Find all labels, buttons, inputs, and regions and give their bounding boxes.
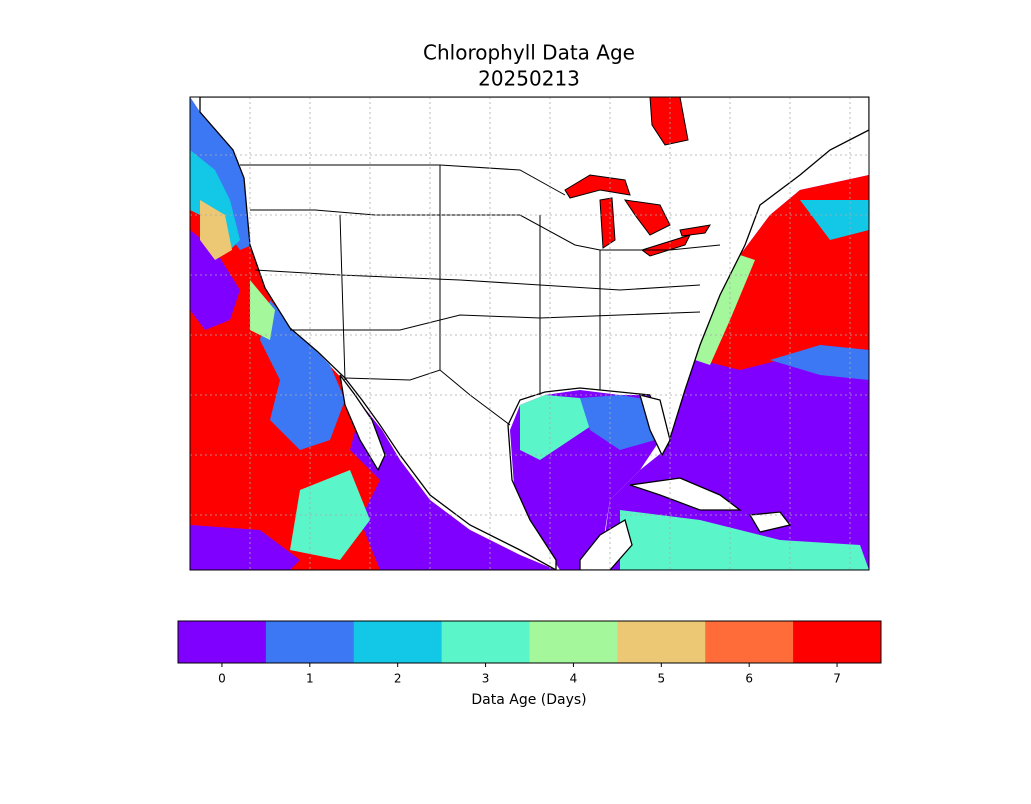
colorbar-tick-label: 5	[657, 672, 665, 686]
colorbar-tick-label: 6	[745, 672, 753, 686]
title: Chlorophyll Data Age	[423, 41, 635, 65]
colorbar-tick-label: 2	[394, 672, 402, 686]
pacific-green	[250, 280, 275, 340]
cuba	[629, 477, 742, 511]
pacific-mixed	[190, 230, 240, 330]
lake-superior	[564, 174, 631, 199]
yucatan	[579, 519, 633, 570]
colorbar-segment	[617, 621, 706, 663]
baja-california	[339, 374, 386, 472]
state-borders-4	[339, 214, 346, 381]
hispaniola	[748, 511, 792, 533]
state-borders-3	[290, 311, 701, 331]
subtitle: 20250213	[478, 67, 580, 91]
lake-erie	[640, 234, 691, 257]
pacific-orange	[200, 200, 232, 260]
colorbar-segment	[178, 621, 267, 663]
pacific-purple-south	[350, 405, 556, 570]
colorbar-tick-label: 1	[306, 672, 314, 686]
atlantic-blue	[770, 345, 869, 380]
colorbar-frame	[177, 620, 882, 664]
map-frame	[189, 96, 870, 571]
colorbar-tick-label: 0	[218, 672, 226, 686]
caribbean-green	[620, 510, 869, 570]
pacific-cyan	[190, 150, 240, 250]
pacific-north	[190, 97, 252, 250]
colorbar-segment	[793, 621, 882, 663]
pacific-purple-sw	[190, 525, 300, 570]
gulf-green	[520, 395, 600, 460]
colorbar-segment	[529, 621, 618, 663]
colorbar: 0 1 2 3 4 5 6 7	[177, 620, 882, 686]
lake-huron	[623, 199, 671, 236]
lake-ontario	[679, 224, 712, 237]
colorbar-segment	[265, 621, 355, 663]
gulf-blue	[580, 395, 655, 450]
florida	[639, 394, 671, 457]
atlantic-cyan	[800, 200, 869, 240]
map	[189, 96, 870, 571]
pacific-blue-mid	[260, 300, 345, 450]
map-grid	[190, 97, 869, 570]
colorbar-tick-label: 3	[482, 672, 490, 686]
colorbar-segment	[705, 621, 794, 663]
hudson-bay-lake	[649, 97, 689, 146]
colorbar-segment	[353, 621, 443, 663]
colorbar-label: Data Age (Days)	[471, 692, 586, 708]
state-borders-2	[254, 269, 701, 291]
colorbar-tick-label: 4	[570, 672, 578, 686]
colorbar-segment	[441, 621, 530, 663]
lake-michigan	[599, 197, 616, 249]
atlantic-green	[695, 255, 755, 365]
colorbar-tick-label: 7	[833, 672, 841, 686]
pacific-ocean	[190, 97, 556, 570]
